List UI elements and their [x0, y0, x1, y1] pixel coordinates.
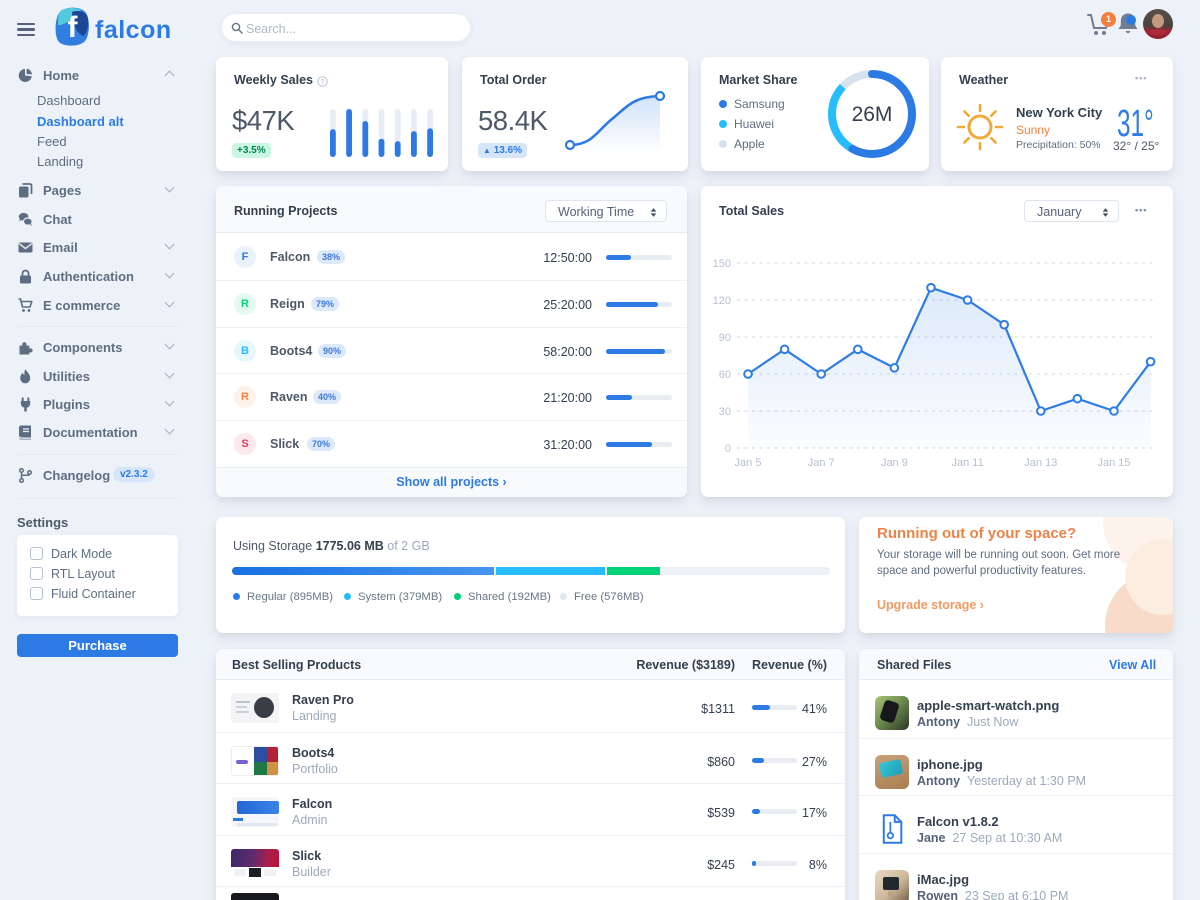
svg-text:Jan 15: Jan 15: [1097, 457, 1130, 469]
svg-text:150: 150: [713, 258, 731, 270]
svg-text:60: 60: [719, 369, 731, 381]
svg-text:?: ?: [320, 79, 324, 86]
svg-text:Jan 9: Jan 9: [881, 457, 908, 469]
svg-text:Jan 5: Jan 5: [735, 457, 762, 469]
svg-text:Jan 7: Jan 7: [808, 457, 835, 469]
svg-text:Jan 11: Jan 11: [951, 457, 983, 469]
svg-text:30: 30: [719, 406, 731, 418]
svg-text:26M: 26M: [852, 103, 893, 126]
svg-text:f: f: [68, 11, 79, 44]
svg-text:120: 120: [713, 295, 731, 307]
svg-text:90: 90: [719, 332, 731, 344]
svg-text:Jan 13: Jan 13: [1024, 457, 1057, 469]
svg-text:0: 0: [725, 443, 731, 455]
